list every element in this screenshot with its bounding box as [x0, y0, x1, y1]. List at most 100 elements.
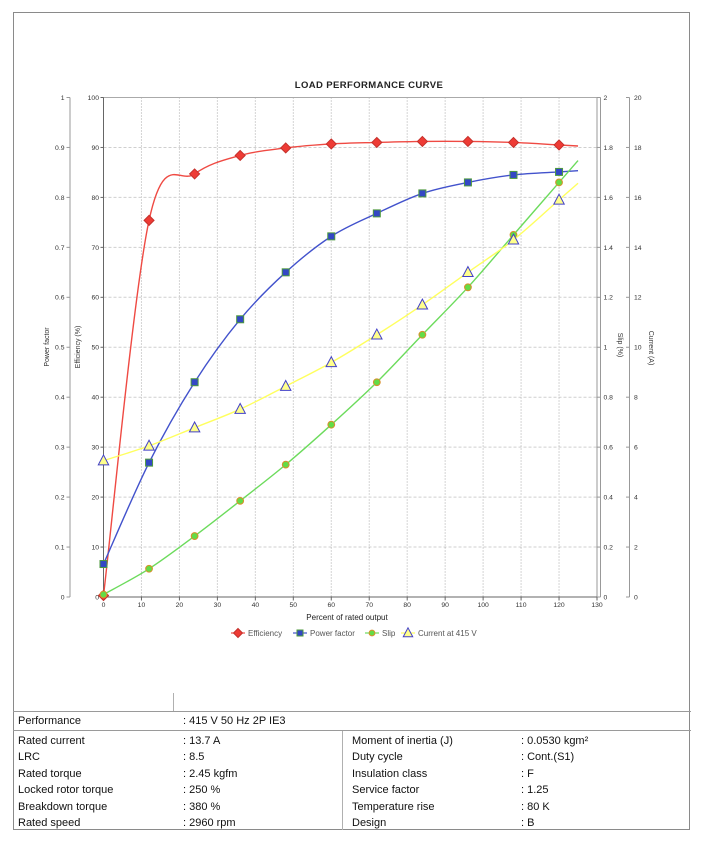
current-tick-label: 0 [634, 594, 638, 601]
marker-efficiency [416, 135, 429, 148]
efficiency-tick-label: 90 [91, 145, 99, 152]
x-tick-label: 120 [553, 602, 565, 609]
marker-slip [145, 564, 153, 573]
slip-tick-label: 2 [604, 95, 608, 102]
legend-label-efficiency: Efficiency [248, 629, 282, 638]
power-factor-tick-label: 0.3 [55, 445, 65, 452]
efficiency-tick-label: 30 [91, 445, 99, 452]
marker-current-at-415-v [143, 439, 156, 451]
design-label: Design [352, 817, 387, 829]
current-tick-label: 14 [634, 245, 642, 252]
current-tick-label: 8 [634, 395, 638, 402]
marker-current-at-415-v [553, 193, 566, 205]
marker-slip [236, 496, 245, 505]
power-factor-tick-label: 0.2 [55, 495, 65, 502]
x-tick-label: 80 [403, 602, 411, 609]
power-factor-tick-label: 0.4 [55, 395, 65, 402]
power-factor-tick-label: 0.9 [55, 145, 65, 152]
efficiency-tick-label: 70 [91, 245, 99, 252]
rated-speed-label: Rated speed [18, 817, 81, 829]
curve-current-at-415-v [103, 182, 579, 462]
current-tick-label: 4 [634, 495, 638, 502]
efficiency-tick-label: 10 [91, 544, 99, 551]
current-tick-label: 18 [634, 145, 642, 152]
power-factor-tick-label: 0.5 [55, 345, 65, 352]
marker-power-factor [555, 167, 564, 176]
slip-tick-label: 1.6 [604, 195, 614, 202]
slip-axis-title: Slip (%) [616, 333, 623, 358]
marker-slip [555, 178, 563, 187]
x-tick-label: 100 [477, 602, 489, 609]
slip-tick-label: 1 [604, 345, 608, 352]
table-divider-body [342, 731, 343, 830]
power-factor-tick-label: 0.8 [55, 195, 65, 202]
marker-current-at-415-v [97, 453, 110, 466]
moment-of-inertia-label: Moment of inertia (J) [352, 735, 453, 747]
legend-marker-current-at-415-v [402, 626, 414, 638]
design-value: : B [521, 817, 535, 829]
breakdown-torque-value: : 380 % [183, 801, 221, 813]
legend-item-slip: Slip [365, 629, 396, 638]
rated-current-value: : 13.7 A [183, 735, 221, 747]
marker-power-factor [236, 315, 245, 324]
lrc-label: LRC [18, 751, 41, 763]
power-factor-tick-label: 0.6 [55, 295, 65, 302]
slip-tick-label: 0 [604, 594, 608, 601]
duty-cycle-label: Duty cycle [352, 751, 403, 763]
power-factor-tick-label: 1 [61, 95, 65, 102]
power-factor-tick-label: 0.7 [55, 245, 65, 252]
service-factor-value: : 1.25 [521, 784, 549, 796]
slip-tick-label: 0.2 [604, 544, 614, 551]
current-tick-label: 6 [634, 445, 638, 452]
x-tick-label: 110 [516, 602, 527, 609]
locked-rotor-torque-value: : 250 % [183, 784, 221, 796]
service-factor-label: Service factor [352, 784, 420, 796]
marker-slip [464, 283, 472, 292]
marker-slip [327, 420, 336, 429]
marker-current-at-415-v [370, 327, 383, 340]
curve-slip [103, 160, 579, 596]
marker-current-at-415-v [461, 265, 474, 278]
current-tick-label: 12 [634, 295, 642, 302]
marker-current-at-415-v [507, 233, 520, 245]
temperature-rise-label: Temperature rise [352, 801, 435, 813]
current-tick-label: 16 [634, 195, 642, 202]
efficiency-tick-label: 40 [91, 395, 99, 402]
load-performance-chart: 0 0.1 0.2 0.3 0.4 0.5 0.6 0.7 0.8 0.9 1 0 10 20 30 40 50… [44, 80, 654, 639]
marker-slip [372, 378, 381, 387]
marker-slip [418, 330, 427, 339]
marker-efficiency [234, 149, 246, 162]
efficiency-tick-label: 20 [91, 495, 99, 502]
legend-item-efficiency: Efficiency [231, 627, 282, 639]
chart-title: LOAD PERFORMANCE CURVE [295, 80, 444, 91]
marker-power-factor [281, 268, 290, 277]
current-axis-title: Current (A) [647, 331, 654, 366]
marker-efficiency [280, 142, 292, 154]
insulation-class-label: Insulation class [352, 768, 428, 780]
x-tick-label: 50 [290, 602, 298, 609]
temperature-rise-value: : 80 K [521, 801, 550, 813]
marker-power-factor [418, 189, 427, 198]
table-divider-header [173, 693, 174, 711]
efficiency-tick-label: 100 [88, 95, 100, 102]
slip-tick-label: 0.8 [604, 395, 614, 402]
efficiency-tick-label: 0 [95, 594, 99, 601]
table-rule-mid [13, 730, 691, 731]
legend-label-current-at-415-v: Current at 415 V [418, 629, 477, 638]
x-tick-label: 90 [441, 602, 449, 609]
marker-power-factor [372, 209, 381, 218]
curve-efficiency [102, 140, 579, 596]
marker-slip [190, 532, 199, 540]
x-tick-label: 0 [102, 602, 106, 609]
x-tick-label: 70 [365, 602, 373, 609]
marker-power-factor [509, 170, 518, 179]
slip-tick-label: 1.8 [604, 145, 614, 152]
marker-power-factor [99, 560, 108, 569]
x-tick-label: 30 [214, 602, 222, 609]
chart-canvas: 00.10.20.30.40.50.60.70.80.9101020304050… [44, 80, 654, 639]
marker-efficiency [143, 214, 155, 227]
efficiency-tick-label: 50 [91, 345, 99, 352]
marker-efficiency [188, 168, 201, 180]
x-tick-label: 60 [327, 602, 335, 609]
